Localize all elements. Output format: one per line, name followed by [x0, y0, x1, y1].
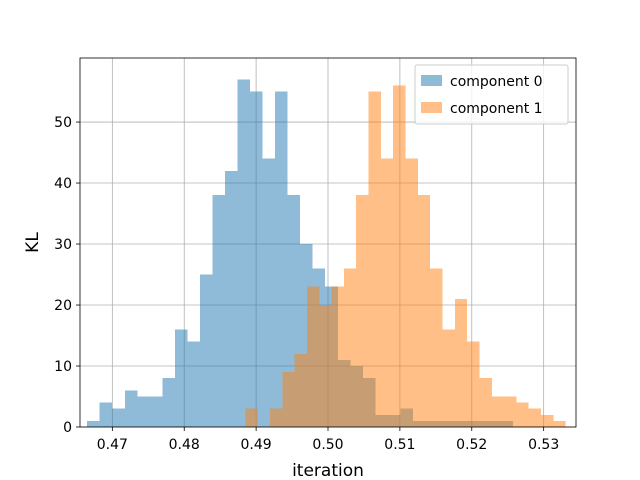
x-tick-label: 0.49: [241, 437, 272, 453]
histogram-bar-component-1: [417, 195, 431, 427]
histogram-bar-component-0: [87, 420, 100, 427]
y-tick-label: 50: [54, 115, 72, 131]
histogram-bar-component-0: [262, 158, 276, 428]
histogram-bar-component-1: [319, 305, 332, 427]
histogram-bar-component-1: [528, 408, 542, 427]
histogram-bar-component-1: [245, 408, 258, 427]
x-tick-label: 0.53: [528, 437, 559, 453]
histogram-bar-component-1: [343, 268, 357, 427]
x-tick-label: 0.48: [169, 437, 200, 453]
y-axis-label: KL: [23, 232, 43, 253]
histogram-bar-component-1: [294, 353, 307, 427]
histogram-bar-component-0: [149, 396, 163, 427]
histogram-bar-component-1: [282, 372, 295, 427]
histogram-bar-component-0: [124, 390, 138, 427]
histogram-bar-component-1: [479, 378, 492, 427]
legend-swatch-component-1: [421, 102, 442, 113]
histogram-bar-component-0: [99, 402, 113, 427]
histogram-bar-component-0: [187, 341, 200, 427]
histogram-bar-component-1: [430, 268, 443, 427]
bars: [87, 79, 566, 428]
histogram-bar-component-0: [199, 274, 213, 427]
y-tick-label: 20: [54, 298, 72, 314]
y-tick-label: 0: [63, 420, 72, 436]
legend-label-component-1: component 1: [450, 101, 543, 117]
histogram-bar-component-0: [275, 91, 288, 427]
histogram-bar-component-0: [225, 170, 238, 427]
histogram-bar-component-1: [393, 85, 406, 427]
x-tick-label: 0.47: [97, 437, 128, 453]
legend-box: [414, 64, 569, 125]
histogram-bar-component-1: [269, 408, 283, 427]
histogram-bar-component-1: [356, 195, 369, 427]
histogram-bar-component-1: [553, 420, 566, 427]
legend-label-component-0: component 0: [450, 74, 543, 90]
histogram-bar-component-1: [331, 286, 344, 427]
axis-ticks: 0.47 0.48 0.49 0.50 0.51 0.52 0.53 0 10 20 30 40 50: [54, 115, 559, 453]
histogram-bar-component-1: [541, 414, 554, 427]
histogram-bar-component-1: [516, 402, 529, 427]
histogram-bar-component-0: [174, 329, 188, 427]
histogram-bar-component-1: [380, 158, 394, 428]
histogram-bar-component-0: [112, 408, 125, 427]
histogram-bar-component-0: [212, 195, 226, 427]
histogram-bar-component-0: [237, 79, 251, 427]
histogram-bar-component-0: [137, 396, 150, 427]
histogram-bar-component-1: [306, 286, 320, 427]
legend: component 0 component 1: [414, 64, 569, 125]
x-tick-label: 0.51: [384, 437, 415, 453]
x-tick-label: 0.52: [456, 437, 487, 453]
legend-swatch-component-0: [421, 75, 442, 86]
histogram-bar-component-0: [162, 378, 175, 427]
histogram-bar-component-0: [250, 91, 263, 427]
y-tick-label: 40: [54, 176, 72, 192]
y-tick-label: 10: [54, 359, 72, 375]
histogram-bar-component-1: [491, 396, 505, 427]
x-tick-label: 0.50: [312, 437, 343, 453]
histogram-bar-component-1: [368, 91, 381, 427]
y-tick-label: 30: [54, 237, 72, 253]
histogram-bar-component-1: [504, 396, 517, 427]
histogram-bar-component-1: [405, 158, 418, 428]
histogram-bar-component-1: [467, 341, 480, 427]
x-axis-label: iteration: [292, 461, 364, 480]
histogram-bar-component-1: [442, 329, 455, 427]
histogram-bar-component-1: [454, 298, 468, 427]
